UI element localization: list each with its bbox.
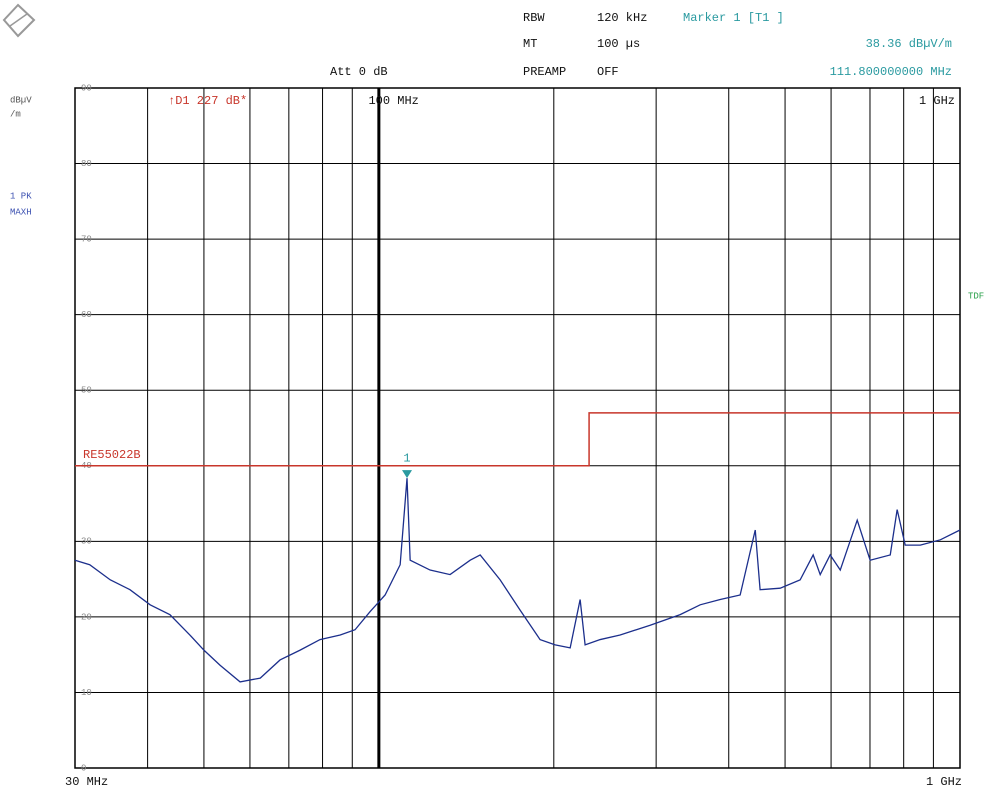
- marker-title: Marker 1 [T1 ]: [683, 11, 784, 25]
- y-tick-label: 30: [81, 537, 92, 547]
- header-label: MT: [523, 37, 537, 51]
- trace: [74, 478, 961, 683]
- header-value: OFF: [597, 65, 619, 79]
- limit-label: RE55022B: [83, 448, 141, 462]
- x-tick-label: 1 GHz: [919, 94, 955, 108]
- marker-label: 1: [403, 451, 410, 465]
- y-tick-label: 20: [81, 612, 92, 622]
- marker-level: 38.36 dBµV/m: [866, 37, 952, 51]
- attenuation: Att 0 dB: [330, 65, 388, 79]
- header-label: PREAMP: [523, 65, 566, 79]
- y-tick-label: 60: [81, 310, 92, 320]
- y-tick-label: 0: [81, 763, 86, 773]
- x-tick-label: 1 GHz: [926, 775, 962, 789]
- x-tick-label: 30 MHz: [65, 775, 108, 789]
- plot-frame: [74, 87, 961, 769]
- y-tick-label: 70: [81, 234, 92, 244]
- logo: [2, 3, 36, 38]
- header-value: 100 µs: [597, 37, 640, 51]
- x-tick-label: 100 MHz: [368, 94, 418, 108]
- delta-label: ↑D1 227 dB*: [168, 94, 247, 108]
- marker-frequency: 111.800000000 MHz: [830, 65, 952, 79]
- y-tick-label: 80: [81, 159, 92, 169]
- y-unit: /m: [10, 109, 21, 119]
- limit-line: [75, 412, 960, 467]
- y-tick-label: 50: [81, 386, 92, 396]
- y-tick-label: 10: [81, 688, 92, 698]
- y-unit: dBµV: [10, 95, 32, 105]
- y-tick-label: 90: [81, 83, 92, 93]
- side-label: TDF: [968, 291, 984, 301]
- trace-info: 1 PK: [10, 191, 32, 201]
- marker: [402, 470, 413, 479]
- header-label: RBW: [523, 11, 545, 25]
- trace-info: MAXH: [10, 207, 32, 217]
- header-value: 120 kHz: [597, 11, 647, 25]
